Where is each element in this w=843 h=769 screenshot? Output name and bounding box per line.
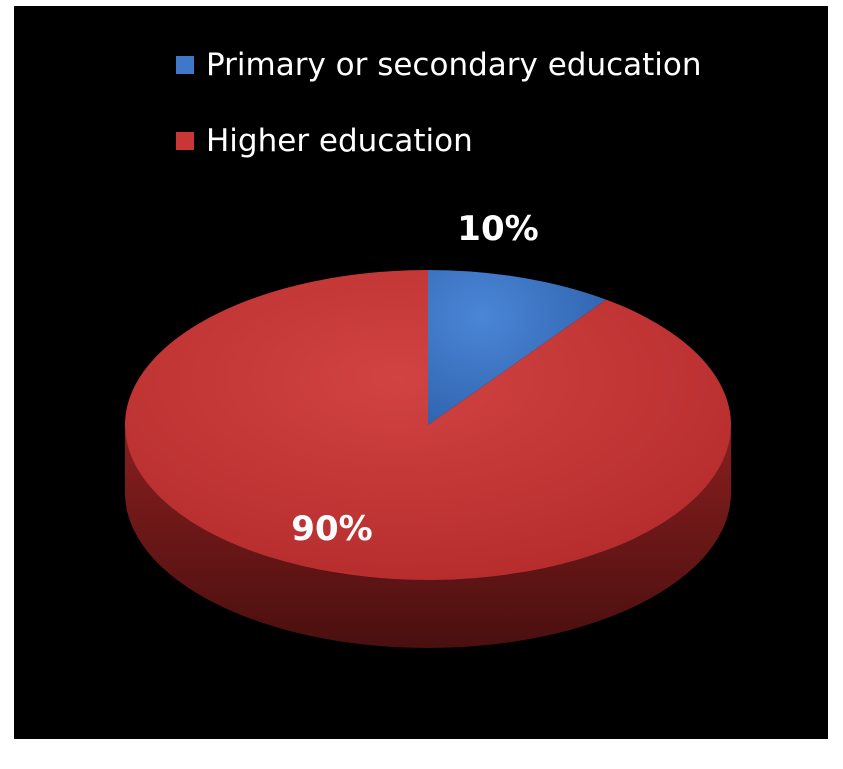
legend-swatch-blue — [176, 56, 194, 74]
legend-swatch-red — [176, 132, 194, 150]
data-label-higher: 90% — [291, 509, 372, 549]
pie-slice-primary-secondary — [428, 270, 607, 425]
pie-labels-group: 10% 90% — [291, 209, 538, 549]
legend-item-higher: Higher education — [176, 122, 702, 160]
legend-label: Primary or secondary education — [206, 47, 702, 83]
pie-slice-higher — [125, 270, 731, 580]
pie-side-group — [125, 425, 731, 648]
data-label-primary-secondary: 10% — [457, 209, 538, 249]
legend-item-primary-secondary: Primary or secondary education — [176, 46, 702, 84]
legend: Primary or secondary education Higher ed… — [176, 46, 702, 198]
legend-label: Higher education — [206, 123, 473, 159]
pie-top-group — [125, 270, 731, 580]
pie-side-wall — [125, 425, 731, 648]
